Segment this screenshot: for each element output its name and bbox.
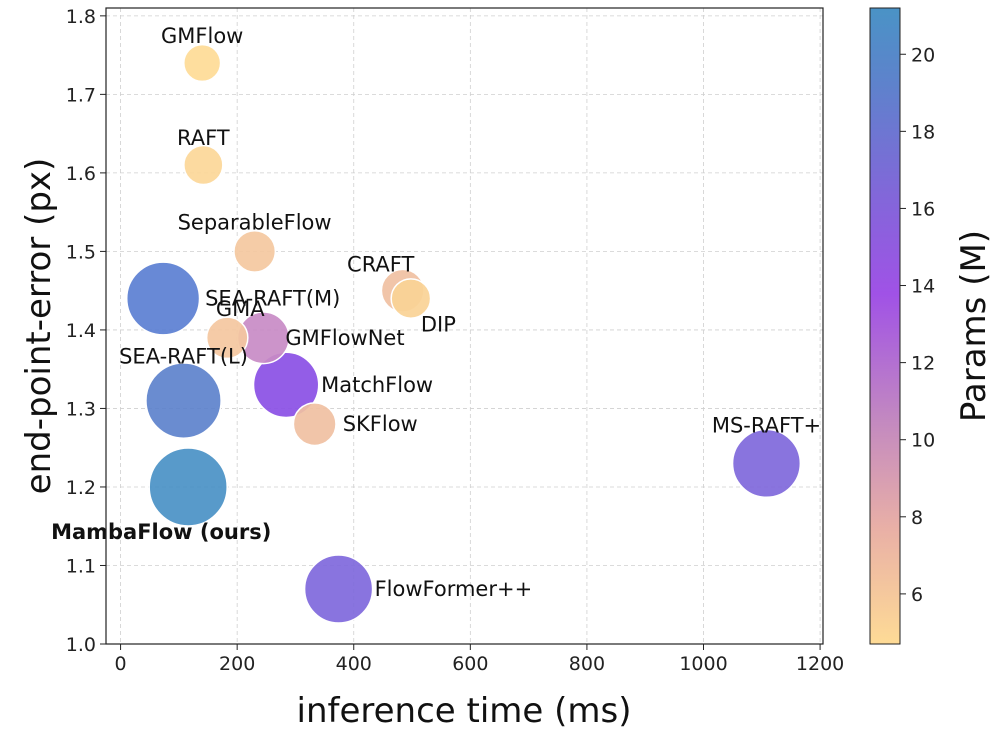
x-tick-label: 200 — [219, 653, 255, 675]
point-label: MS-RAFT+ — [712, 413, 821, 437]
point-label: SEA-RAFT(M) — [205, 287, 340, 311]
point-label: SKFlow — [343, 412, 418, 436]
colorbar-tick-label: 20 — [911, 44, 935, 66]
bubble-dip — [390, 278, 432, 319]
y-tick-label: 1.3 — [66, 398, 96, 420]
y-tick-label: 1.1 — [66, 555, 96, 577]
bubble-sea-raft-m — [125, 261, 201, 336]
bubble-sea-raft-l — [145, 362, 222, 439]
y-tick-label: 1.0 — [66, 634, 96, 656]
colorbar-tick-label: 18 — [911, 121, 935, 143]
y-axis-title: end-point-error (px) — [19, 158, 59, 495]
x-tick-label: 400 — [336, 653, 372, 675]
bubble-gma — [205, 316, 249, 360]
bubble-skflow — [292, 402, 337, 447]
plot-frame — [105, 7, 824, 645]
point-label: GMA — [216, 297, 265, 321]
point-label: MatchFlow — [321, 373, 433, 397]
bubble-separableflow — [233, 229, 277, 273]
x-axis-title: inference time (ms) — [297, 691, 632, 731]
point-label: GMFlowNet — [285, 326, 404, 350]
point-label: MambaFlow (ours) — [51, 520, 271, 544]
colorbar-ticks: 6 8 10 12 14 16 18 20 — [900, 44, 935, 606]
colorbar-tick-label: 8 — [911, 507, 923, 529]
y-tick-label: 1.4 — [66, 320, 96, 342]
y-tick-label: 1.6 — [66, 163, 96, 185]
y-tick-label: 1.2 — [66, 477, 96, 499]
point-label: CRAFT — [347, 253, 414, 277]
data-points — [125, 43, 802, 624]
x-tick-label: 1000 — [679, 653, 727, 675]
colorbar-tick-label: 12 — [911, 353, 935, 375]
y-tick-label: 1.8 — [66, 6, 96, 28]
bubble-raft — [183, 144, 224, 186]
colorbar-tick-label: 10 — [911, 430, 935, 452]
point-label: RAFT — [177, 126, 230, 150]
bubble-flowformer — [303, 554, 374, 624]
colorbar-tick-label: 6 — [911, 584, 923, 606]
point-label: GMFlow — [161, 24, 243, 48]
x-tick-label: 800 — [569, 653, 605, 675]
point-labels: GMFlow RAFT SeparableFlow CRAFT DIP SEA-RAFT(… — [51, 24, 821, 601]
colorbar-tick-label: 16 — [911, 198, 935, 220]
y-tick-label: 1.5 — [66, 241, 96, 263]
bubble-gmflow — [183, 43, 222, 83]
bubble-matchflow — [252, 351, 320, 419]
y-axis-ticks: 1.0 1.1 1.2 1.3 1.4 1.5 1.6 1.7 1.8 — [66, 6, 106, 656]
x-tick-label: 0 — [115, 653, 127, 675]
colorbar-gradient — [869, 7, 901, 645]
x-tick-label: 1200 — [796, 653, 844, 675]
point-label: DIP — [421, 313, 456, 337]
colorbar-title: Params (M) — [954, 230, 994, 422]
x-axis-ticks: 0 200 400 600 800 1000 1200 — [115, 644, 844, 675]
bubble-mambaflow-ours — [148, 447, 228, 527]
point-label: SeparableFlow — [178, 210, 332, 234]
point-label: FlowFormer++ — [375, 577, 533, 601]
colorbar: 6 8 10 12 14 16 18 20 Params (M) — [869, 7, 994, 645]
bubble-ms-raft — [731, 428, 802, 499]
point-label: SEA-RAFT(L) — [119, 345, 248, 369]
y-tick-label: 1.7 — [66, 84, 96, 106]
colorbar-tick-label: 14 — [911, 276, 935, 298]
x-tick-label: 600 — [452, 653, 488, 675]
